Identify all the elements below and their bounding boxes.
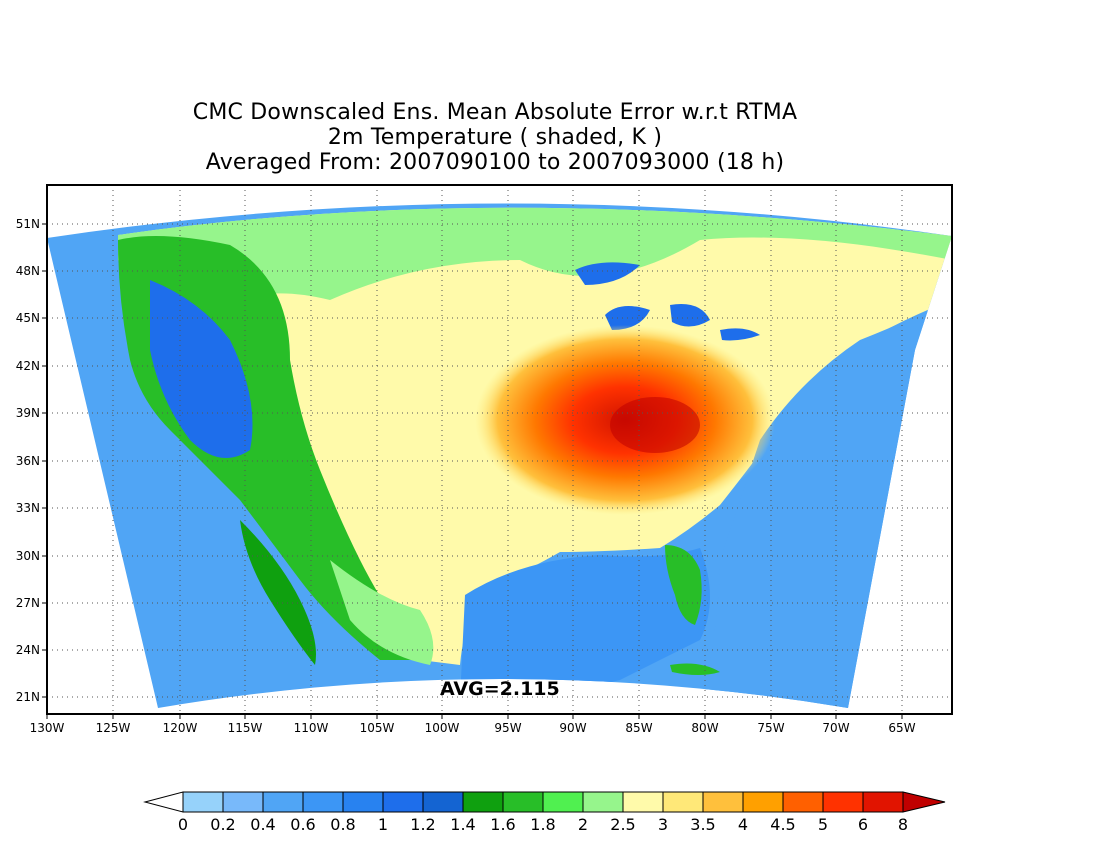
colorbar-label: 1.8	[530, 815, 555, 834]
colorbar-swatch	[382, 791, 424, 813]
lat-label: 30N	[16, 549, 40, 563]
west-blue-patch	[150, 280, 253, 458]
colorbar: 0 0.2 0.4 0.6 0.8 1 1.2 1.4 1.6 1.8 2 2.5 3 3.5 4 4.5 5 6…	[143, 791, 946, 834]
lon-label: 100W	[425, 721, 460, 735]
lake-superior	[575, 262, 640, 285]
colorbar-swatch	[222, 791, 264, 813]
colorbar-label: 1.4	[450, 815, 475, 834]
colorbar-label: 0.4	[250, 815, 275, 834]
florida	[665, 545, 702, 625]
lat-label: 48N	[16, 264, 40, 278]
colorbar-label: 8	[898, 815, 908, 834]
colorbar-over-arrow	[902, 791, 946, 813]
colorbar-swatch	[462, 791, 504, 813]
colorbar-label: 4.5	[770, 815, 795, 834]
lon-label: 85W	[625, 721, 652, 735]
colorbar-label: 1.6	[490, 815, 515, 834]
colorbar-label: 0.8	[330, 815, 355, 834]
lon-label: 75W	[757, 721, 784, 735]
average-label: AVG=2.115	[440, 678, 560, 700]
lon-label: 90W	[559, 721, 586, 735]
colorbar-swatch	[582, 791, 624, 813]
colorbar-swatch	[702, 791, 744, 813]
graticule	[47, 185, 952, 714]
lon-label: 125W	[96, 721, 131, 735]
colorbar-label: 3.5	[690, 815, 715, 834]
colorbar-swatch	[502, 791, 544, 813]
longitude-labels: 130W 125W 120W 115W 110W 105W 100W 95W 90W 85W 80W…	[30, 714, 916, 735]
colorbar-label: 1	[378, 815, 388, 834]
lon-label: 110W	[294, 721, 329, 735]
map-frame	[46, 184, 953, 715]
colorbar-swatch	[302, 791, 344, 813]
colorbar-label: 5	[818, 815, 828, 834]
latitude-labels: 51N 48N 45N 42N 39N 36N 33N 30N 27N 24N 21N	[16, 217, 47, 704]
lon-label: 115W	[228, 721, 263, 735]
lat-label: 24N	[16, 643, 40, 657]
colorbar-label: 2	[578, 815, 588, 834]
gulf-of-mexico	[460, 548, 710, 700]
colorbar-swatch	[742, 791, 784, 813]
colorbar-swatch	[422, 791, 464, 813]
lon-label: 65W	[888, 721, 915, 735]
colorbar-label: 4	[738, 815, 748, 834]
error-peak	[610, 397, 700, 453]
lon-label: 130W	[30, 721, 65, 735]
colorbar-label: 3	[658, 815, 668, 834]
colorbar-swatch	[862, 791, 904, 813]
colorbar-label: 2.5	[610, 815, 635, 834]
lon-label: 80W	[691, 721, 718, 735]
north-green-band	[118, 207, 952, 320]
title-line-3: Averaged From: 2007090100 to 2007093000 …	[205, 150, 785, 175]
lon-label: 70W	[822, 721, 849, 735]
lon-label: 105W	[360, 721, 395, 735]
colorbar-swatch	[662, 791, 704, 813]
colorbar-swatch	[782, 791, 824, 813]
title-line-1: CMC Downscaled Ens. Mean Absolute Error …	[192, 100, 798, 125]
colorbar-label: 0.2	[210, 815, 235, 834]
lat-label: 45N	[16, 311, 40, 325]
colorbar-swatch	[182, 791, 224, 813]
cuba	[670, 663, 720, 675]
colorbar-swatch	[342, 791, 384, 813]
colorbar-under-arrow	[143, 791, 184, 813]
lat-label: 33N	[16, 501, 40, 515]
colorbar-swatch	[822, 791, 864, 813]
colorbar-label: 1.2	[410, 815, 435, 834]
lake-huron	[670, 304, 710, 327]
lat-label: 51N	[16, 217, 40, 231]
lat-label: 36N	[16, 454, 40, 468]
chart-title: CMC Downscaled Ens. Mean Absolute Error …	[0, 100, 990, 175]
colorbar-label: 0.6	[290, 815, 315, 834]
colorbar-label: 0	[178, 815, 188, 834]
colorbar-swatch	[622, 791, 664, 813]
colorbar-label: 6	[858, 815, 868, 834]
colorbar-swatch	[262, 791, 304, 813]
lon-label: 120W	[163, 721, 198, 735]
lat-label: 42N	[16, 359, 40, 373]
lat-label: 21N	[16, 690, 40, 704]
baja-region	[240, 520, 316, 665]
colorbar-swatch	[542, 791, 584, 813]
lat-label: 27N	[16, 596, 40, 610]
lat-label: 39N	[16, 406, 40, 420]
mexico-green	[330, 560, 434, 665]
lake-erie	[720, 328, 760, 341]
map-area	[47, 185, 952, 714]
title-line-2: 2m Temperature ( shaded, K )	[327, 125, 663, 150]
lon-label: 95W	[494, 721, 521, 735]
